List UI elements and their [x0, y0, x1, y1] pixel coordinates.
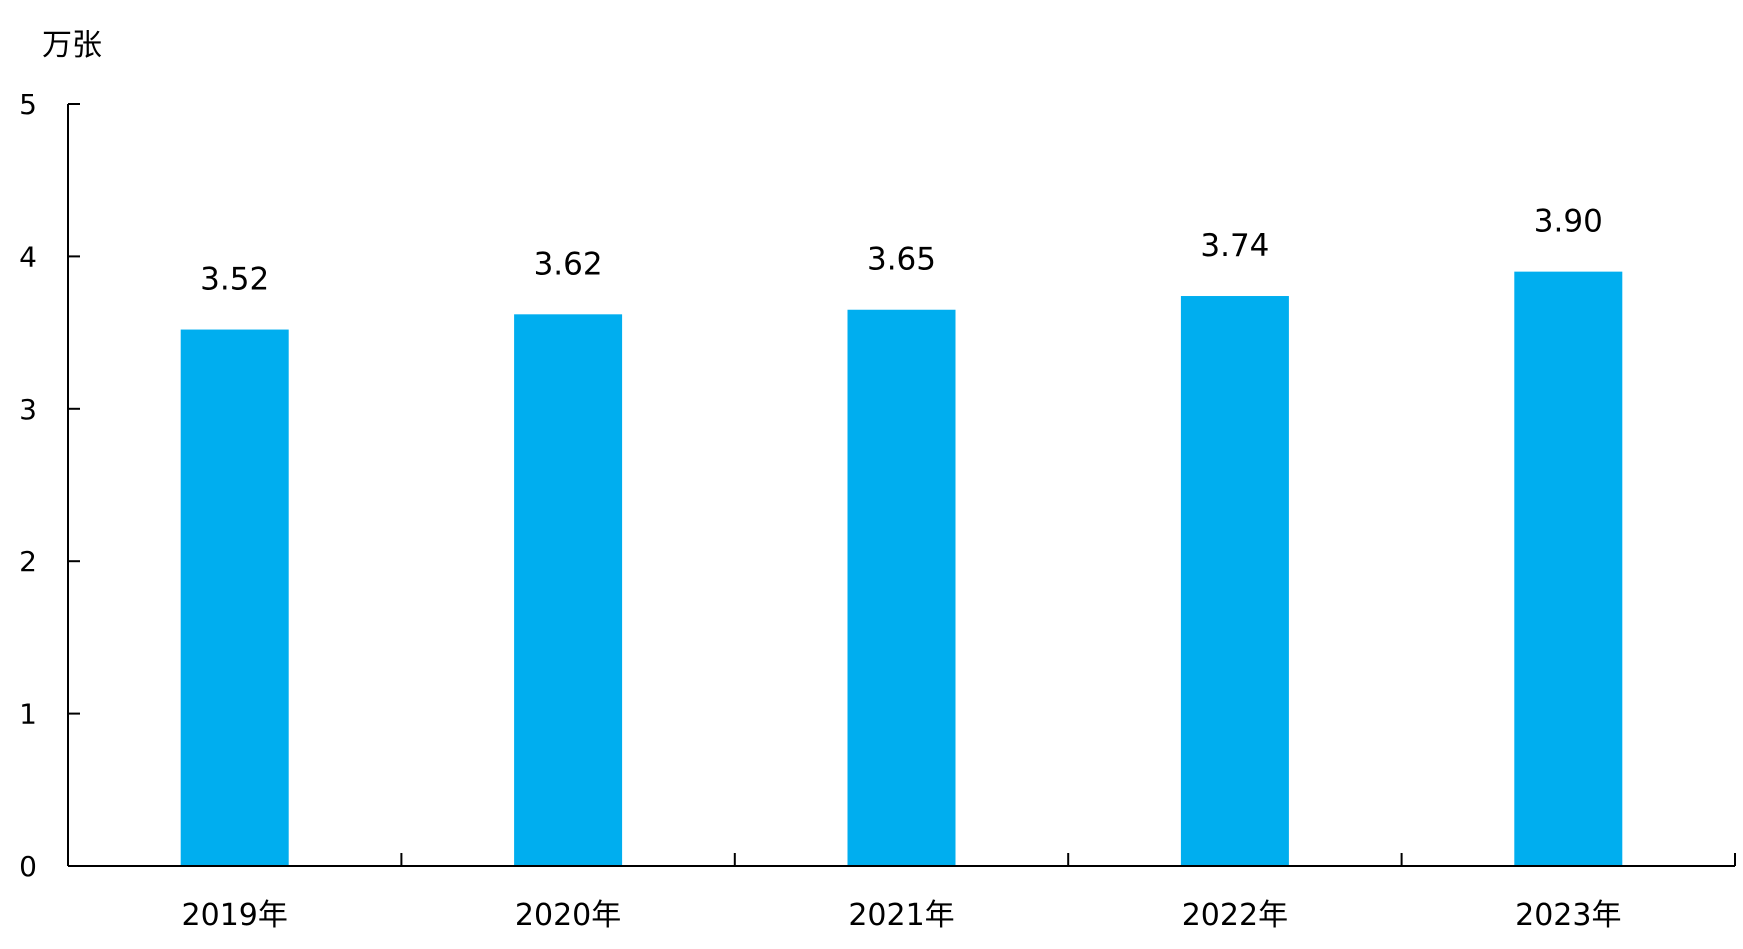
y-tick-label-3: 3	[19, 393, 37, 426]
y-ticks-group: 0 1 2 3 4 5	[19, 88, 80, 883]
data-label-2020年: 3.62	[534, 246, 603, 282]
y-tick-label-0: 0	[19, 850, 37, 883]
x-tick-label-2022年: 2022年	[1182, 898, 1288, 933]
bar-2020年	[514, 314, 623, 866]
data-label-2019年: 3.52	[200, 262, 269, 298]
axes-group	[67, 104, 1735, 867]
data-label-2023年: 3.90	[1534, 204, 1603, 240]
y-tick-label-4: 4	[19, 240, 37, 273]
bars-group	[180, 271, 1623, 866]
data-label-2021年: 3.65	[867, 242, 936, 278]
data-labels-group: 3.52 3.62 3.65 3.74 3.90	[200, 204, 1603, 298]
y-tick-label-1: 1	[19, 698, 37, 731]
y-axis-unit-label: 万张	[42, 28, 102, 63]
y-tick-label-5: 5	[19, 88, 37, 121]
x-tick-label-2019年: 2019年	[182, 898, 288, 933]
y-tick-label-2: 2	[19, 545, 37, 578]
bar-2021年	[847, 309, 956, 866]
data-label-2022年: 3.74	[1200, 228, 1269, 264]
x-tick-label-2021年: 2021年	[848, 898, 954, 933]
x-ticks-group: 2019年 2020年 2021年 2022年 2023年	[182, 853, 1736, 933]
x-tick-label-2023年: 2023年	[1515, 898, 1621, 933]
bar-2019年	[180, 329, 289, 866]
bar-2023年	[1514, 271, 1623, 866]
x-tick-label-2020年: 2020年	[515, 898, 621, 933]
bar-2022年	[1180, 296, 1289, 866]
